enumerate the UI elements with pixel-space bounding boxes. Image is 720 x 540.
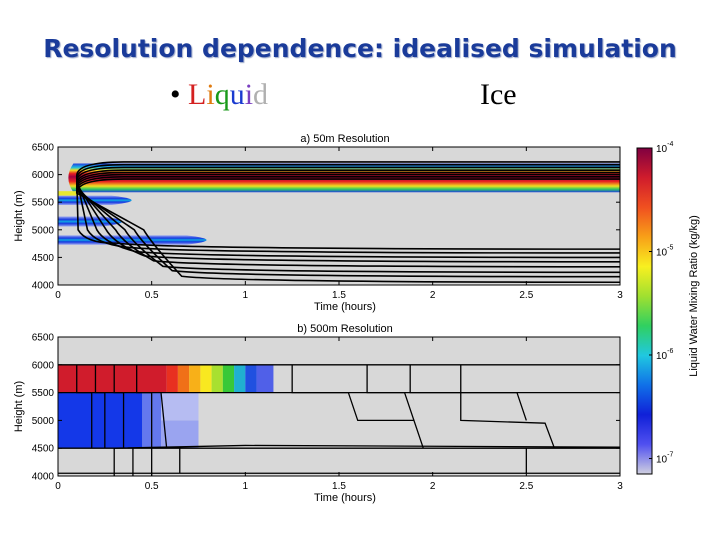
x-tick-label: 2.5 (519, 481, 533, 492)
slide-title: Resolution dependence: idealised simulat… (43, 34, 677, 63)
liquid-cell (58, 392, 143, 449)
y-tick-label: 5000 (32, 416, 55, 427)
colorbar-label: Liquid Water Mixing Ratio (kg/kg) (688, 215, 700, 377)
x-axis-label: Time (hours) (314, 301, 376, 313)
y-tick-label: 4000 (32, 472, 55, 483)
y-tick-label: 4000 (32, 281, 55, 292)
x-axis-label: Time (hours) (314, 492, 376, 504)
contour-line (460, 364, 527, 421)
liquid-letter: L (188, 78, 207, 111)
y-tick-label: 5000 (32, 225, 55, 236)
liquid-bullet-heading: • Liquid (170, 78, 268, 112)
y-tick-label: 6000 (32, 360, 55, 371)
x-tick-label: 0.5 (145, 290, 159, 301)
liquid-letter: i (206, 78, 215, 111)
x-tick-label: 3 (617, 481, 623, 492)
y-tick-label: 4500 (32, 253, 55, 264)
colorbar: 10-4 10-5 10-6 10-7 Liquid Water Mixing Rati… (636, 141, 700, 475)
y-tick-label: 5500 (32, 388, 55, 399)
colorbar-tick-label: 10-7 (656, 451, 673, 465)
y-tick-label: 5500 (32, 198, 55, 209)
panel-b: 0 0.5 1 1.5 2 2.5 3 4000 4500 5000 5500 6000 6500 b) … (13, 323, 623, 504)
y-tick-label: 6500 (32, 143, 55, 154)
bullet-glyph: • (170, 78, 181, 111)
x-tick-label: 0 (55, 290, 61, 301)
liquid-letter: q (214, 78, 230, 111)
liquid-word: Liquid (188, 78, 268, 111)
colorbar-tick-label: 10-4 (656, 141, 673, 155)
liquid-cell (256, 364, 274, 393)
panel-title: a) 50m Resolution (300, 133, 389, 145)
ice-heading: Ice (480, 78, 517, 111)
contour-line (75, 176, 620, 278)
liquid-cell (177, 364, 190, 393)
liquid-letter: d (253, 78, 269, 111)
x-tick-label: 1 (243, 290, 249, 301)
contour-line (75, 171, 620, 268)
liquid-band (58, 195, 132, 205)
liquid-cell (166, 364, 178, 393)
x-tick-label: 2 (430, 290, 436, 301)
y-axis-label: Height (m) (13, 190, 25, 241)
y-tick-label: 4500 (32, 444, 55, 455)
contour-line (75, 178, 620, 284)
contour-line (113, 364, 125, 449)
liquid-letter: i (244, 78, 254, 111)
x-tick-label: 1.5 (332, 290, 346, 301)
x-tick-label: 0.5 (145, 481, 159, 492)
liquid-cell (58, 364, 167, 393)
liquid-cell (200, 364, 212, 393)
y-tick-label: 6500 (32, 333, 55, 344)
contour-line (75, 163, 620, 254)
x-tick-label: 1.5 (332, 481, 346, 492)
panel-title: b) 500m Resolution (297, 323, 392, 335)
liquid-letter: u (229, 78, 245, 111)
colorbar-tick-label: 10-5 (656, 244, 673, 258)
liquid-cell (211, 364, 223, 393)
contour-line (409, 364, 556, 449)
contour-line (160, 392, 168, 449)
contour-line (366, 364, 415, 421)
contour-line (291, 364, 424, 449)
contour-line (136, 364, 153, 449)
x-tick-label: 3 (617, 290, 623, 301)
contour-line (75, 173, 620, 274)
liquid-cell (161, 420, 199, 449)
x-tick-label: 0 (55, 481, 61, 492)
liquid-cell (234, 364, 246, 393)
plot-area (58, 147, 620, 285)
panel-a: 0 0.5 1 1.5 2 2.5 3 4000 4500 5000 5500 6000 6500 a) … (13, 133, 623, 313)
liquid-cell (222, 364, 235, 393)
colorbar-gradient (636, 147, 653, 475)
contour-line (114, 444, 620, 449)
contour-line (94, 364, 106, 449)
contour-line (76, 364, 93, 449)
liquid-cell (189, 364, 201, 393)
liquid-cell (161, 392, 199, 421)
x-tick-label: 1 (243, 481, 249, 492)
y-tick-label: 6000 (32, 170, 55, 181)
x-tick-label: 2.5 (519, 290, 533, 301)
y-axis-label: Height (m) (13, 381, 25, 432)
colorbar-tick-label: 10-6 (656, 348, 673, 362)
liquid-band (58, 191, 81, 196)
liquid-cell (245, 364, 257, 393)
x-tick-label: 2 (430, 481, 436, 492)
plot-area (58, 337, 620, 476)
